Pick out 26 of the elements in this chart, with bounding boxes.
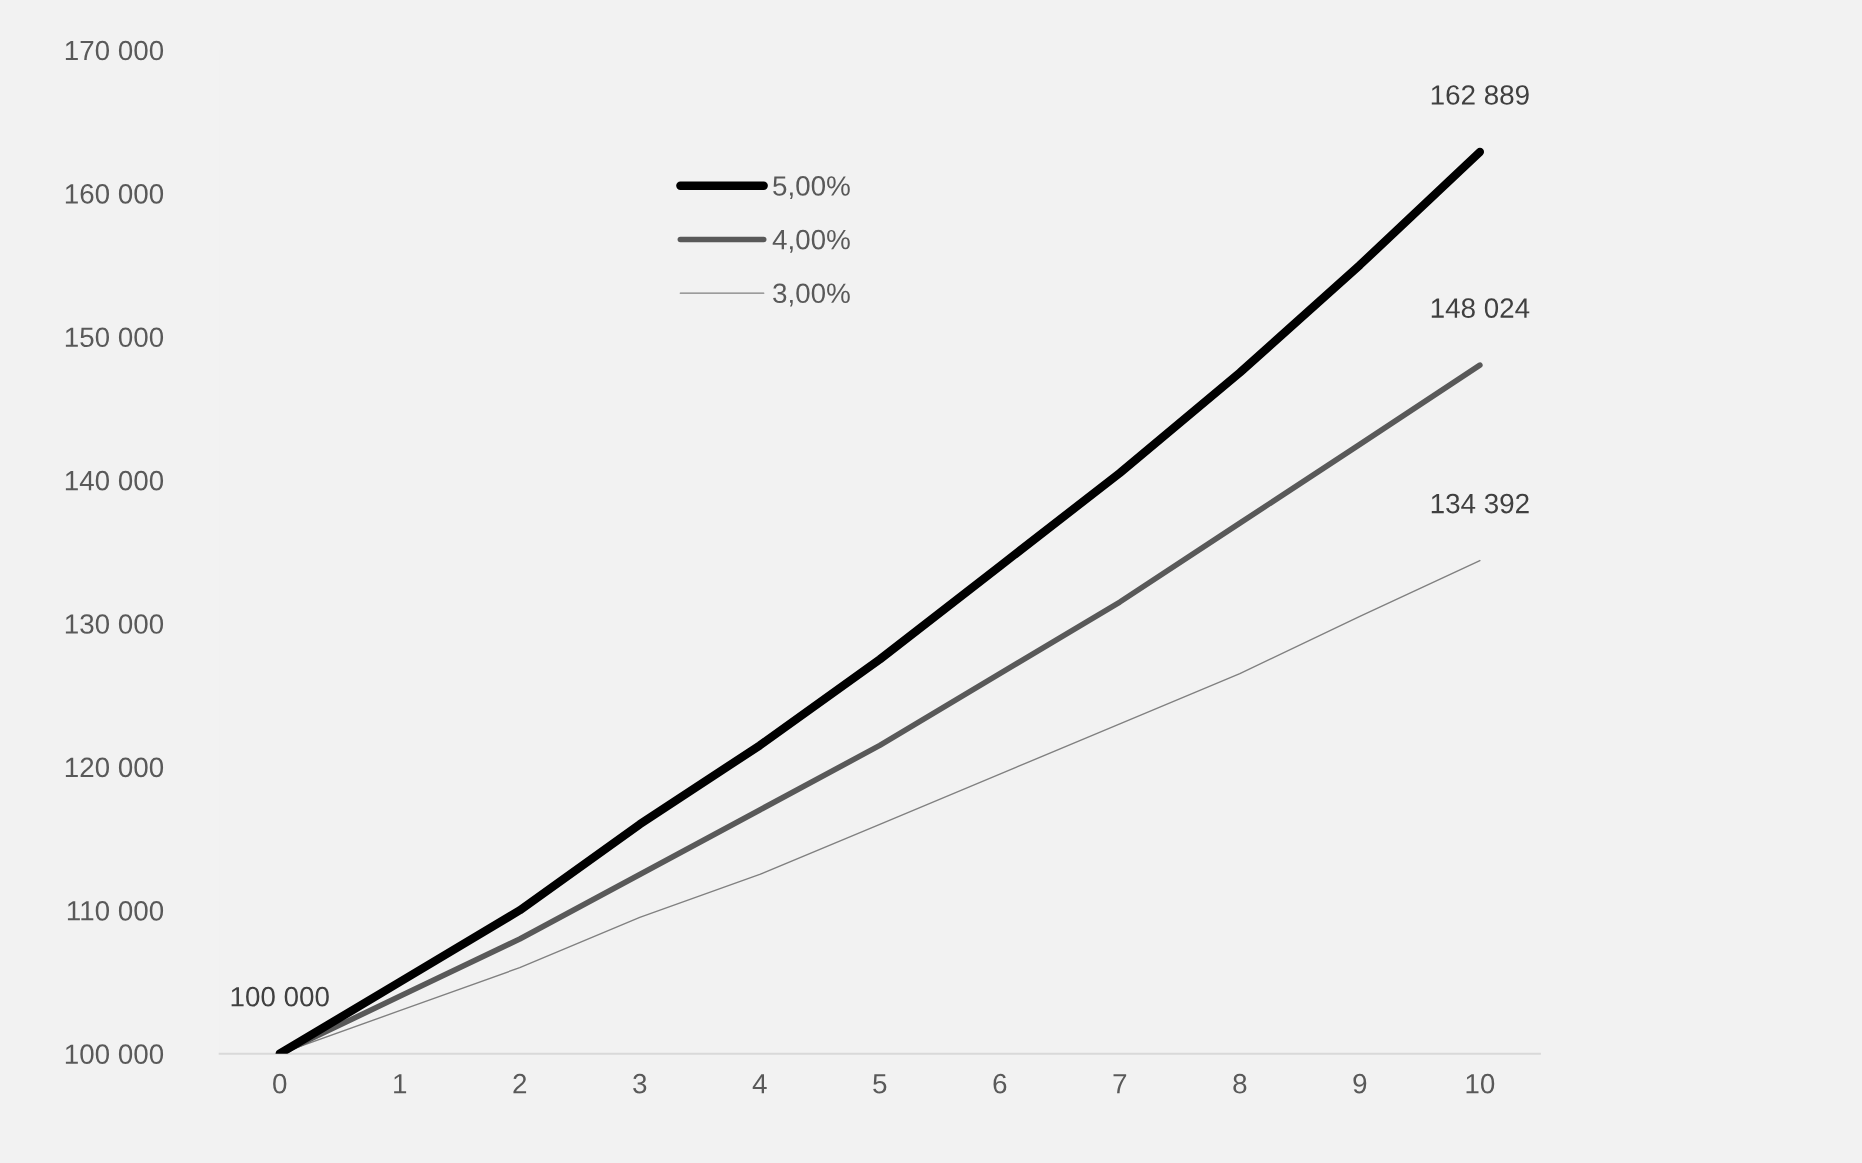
x-tick-label: 8	[1233, 1073, 1247, 1094]
y-tick-label: 130 000	[65, 614, 164, 634]
data-label: 100 000	[231, 986, 329, 1007]
y-tick-label: 100 000	[65, 1044, 164, 1065]
legend-label: 3,00%	[773, 283, 850, 307]
data-label: 134 392	[1431, 493, 1529, 514]
data-label: 148 024	[1431, 298, 1530, 318]
y-tick-label: 110 000	[67, 900, 164, 921]
x-tick-label: 1	[394, 1074, 407, 1094]
x-tick-label: 3	[633, 1073, 647, 1094]
y-tick-label: 170 000	[65, 40, 164, 61]
x-tick-label: 5	[873, 1074, 887, 1094]
legend-label: 4,00%	[772, 229, 850, 253]
y-tick-label: 140 000	[65, 470, 164, 491]
x-tick-label: 0	[273, 1073, 287, 1094]
x-tick-label: 4	[752, 1074, 767, 1094]
y-tick-label: 120 000	[65, 757, 164, 778]
x-tick-label: 7	[1113, 1074, 1127, 1094]
data-label: 162 889	[1431, 85, 1529, 105]
x-tick-label: 10	[1466, 1073, 1495, 1094]
legend-label: 5,00%	[773, 176, 850, 200]
y-tick-label: 160 000	[65, 184, 164, 204]
x-tick-label: 2	[513, 1073, 527, 1094]
x-tick-label: 6	[993, 1073, 1007, 1094]
x-tick-label: 9	[1353, 1073, 1367, 1094]
y-tick-label: 150 000	[65, 327, 164, 348]
